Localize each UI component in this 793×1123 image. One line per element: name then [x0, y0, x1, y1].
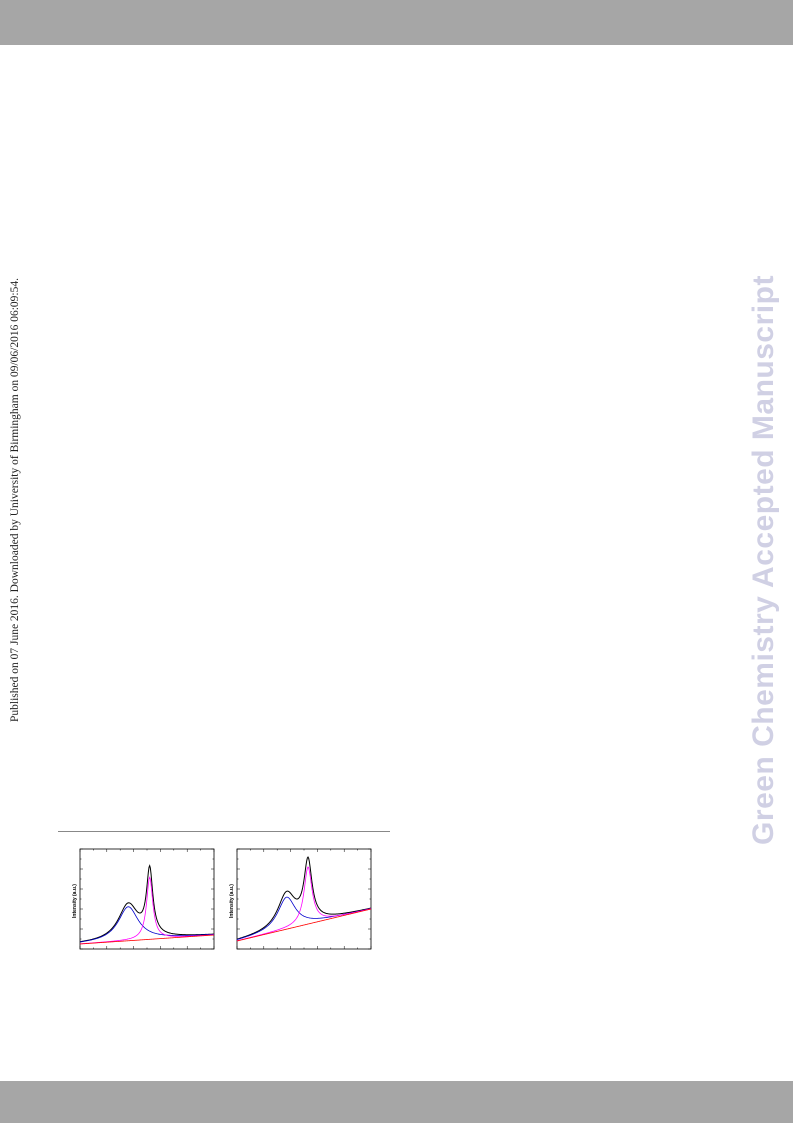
spectrum-chart-left: Intensity (a.u.) — [72, 848, 215, 950]
header-bar — [0, 0, 793, 45]
series-line — [236, 866, 372, 942]
series-line — [236, 856, 372, 940]
plot-frame — [236, 848, 372, 950]
publication-note: Published on 07 June 2016. Downloaded by… — [9, 277, 21, 723]
series-line — [79, 906, 215, 943]
series-line — [79, 864, 215, 943]
y-axis-label: Intensity (a.u.) — [229, 884, 235, 918]
figure-top-rule — [58, 831, 390, 832]
spectrum-chart-right: Intensity (a.u.) — [229, 848, 372, 950]
footer-bar — [0, 1081, 793, 1123]
series-line — [236, 896, 372, 940]
accepted-manuscript-watermark: Green Chemistry Accepted Manuscript — [747, 275, 780, 845]
y-axis-label: Intensity (a.u.) — [72, 884, 78, 918]
series-line — [236, 908, 372, 942]
series-line — [79, 934, 215, 945]
